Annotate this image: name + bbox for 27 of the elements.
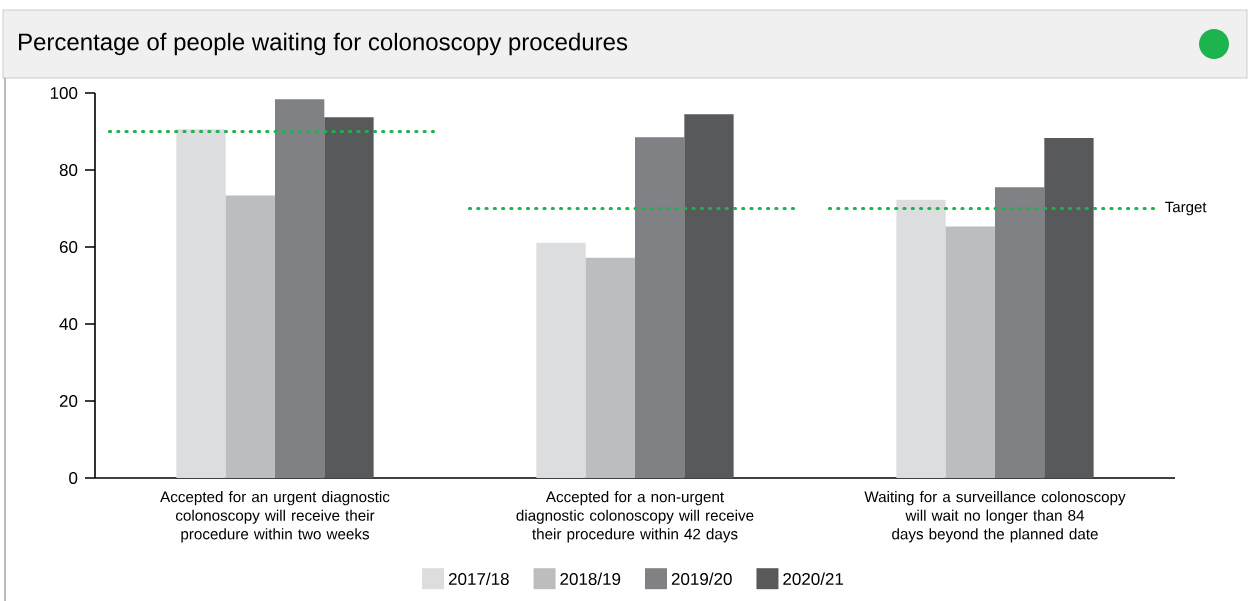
ref-line-label: Target xyxy=(1165,201,1207,216)
legend-label: 2017/18 xyxy=(448,572,509,586)
legend-label: 2018/19 xyxy=(560,572,621,586)
x-tick-label: Waiting for a surveillance colonoscopy will wait no longer than 84 days beyond the planned date xyxy=(864,491,1126,543)
legend-label: 2020/21 xyxy=(783,572,844,586)
bar xyxy=(635,137,685,478)
chart-title: Percentage of people waiting for colonoscopy procedures xyxy=(19,32,628,56)
bar xyxy=(995,187,1045,478)
x-tick-label: Accepted for a non-urgent diagnostic colonoscopy will receive their procedure within 42 days xyxy=(516,491,754,543)
bar xyxy=(1044,138,1094,478)
y-tick-label: 40 xyxy=(59,318,78,331)
bar xyxy=(225,195,275,478)
y-tick-label: 20 xyxy=(59,395,78,408)
bar xyxy=(585,257,635,478)
y-tick-label: 80 xyxy=(59,164,78,177)
x-tick-label: Accepted for an urgent diagnostic colonoscopy will receive their procedure within two weeks xyxy=(160,491,390,543)
legend-label: 2019/20 xyxy=(671,572,732,586)
y-tick-label: 60 xyxy=(59,241,78,254)
bar xyxy=(945,226,995,478)
bar xyxy=(275,99,325,478)
bar xyxy=(324,117,374,478)
y-tick-label: 0 xyxy=(69,472,78,485)
bar xyxy=(896,199,946,478)
bar xyxy=(176,129,226,478)
bar xyxy=(684,114,734,478)
bar xyxy=(536,242,586,478)
y-tick-label: 100 xyxy=(50,87,78,100)
